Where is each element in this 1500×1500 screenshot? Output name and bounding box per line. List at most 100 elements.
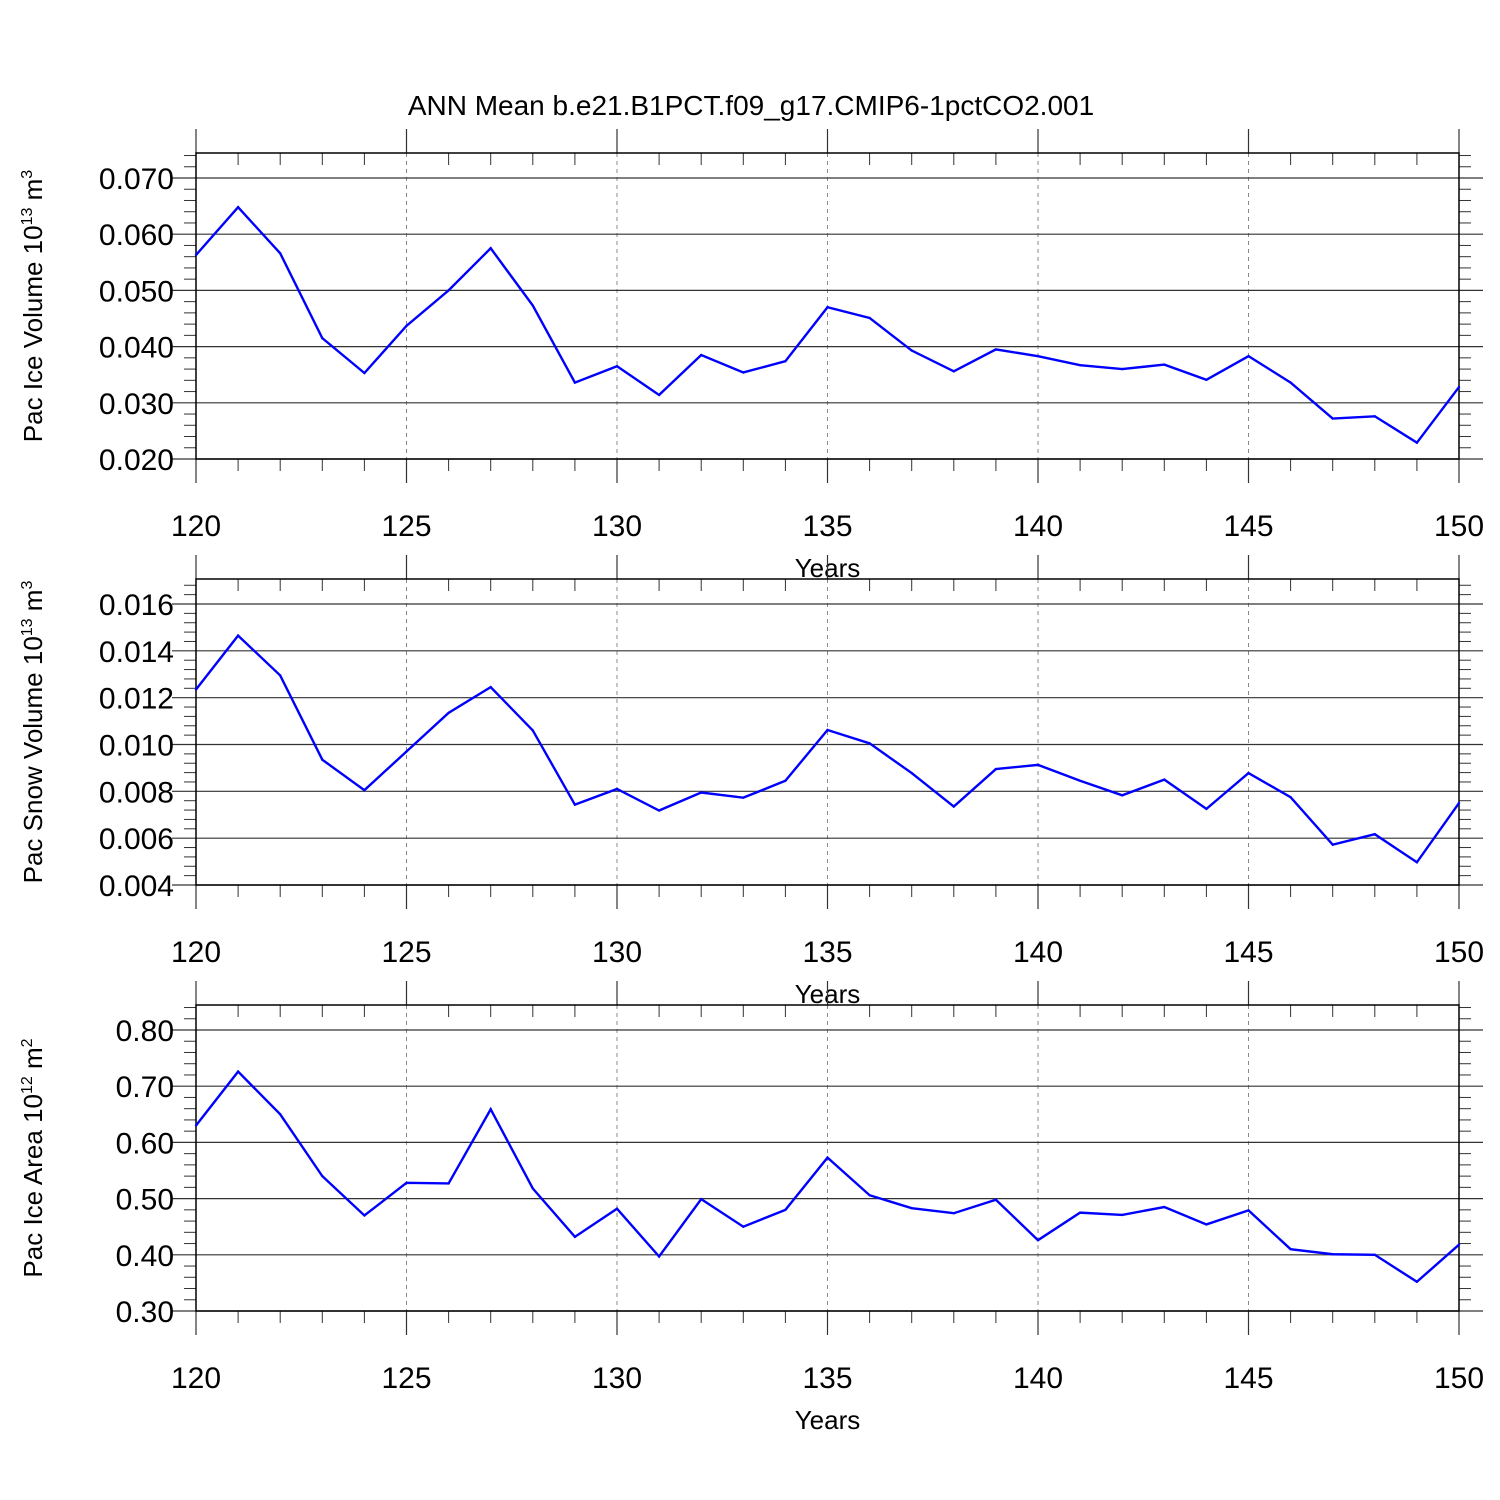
data-point xyxy=(1247,1209,1250,1212)
data-point xyxy=(194,253,198,257)
data-point xyxy=(994,348,998,351)
x-tick-label: 120 xyxy=(171,936,221,969)
data-point xyxy=(1205,807,1208,811)
x-tick-label: 150 xyxy=(1434,1362,1484,1395)
y-tick-label: 0.60 xyxy=(116,1127,174,1160)
data-point xyxy=(489,247,492,250)
x-axis-label: Years xyxy=(795,1405,861,1435)
data-point xyxy=(489,1108,492,1111)
x-tick-label: 150 xyxy=(1434,936,1484,969)
data-point xyxy=(784,779,787,782)
data-point xyxy=(742,371,745,374)
y-axis-label-base: Pac Ice Volume 10 xyxy=(18,225,48,442)
data-point xyxy=(236,1070,240,1073)
data-point xyxy=(1036,354,1040,358)
data-point xyxy=(910,349,913,352)
data-point xyxy=(321,1174,324,1178)
x-tick-label: 140 xyxy=(1013,1362,1063,1395)
y-axis-label-exponent: 13 xyxy=(19,618,36,636)
data-point xyxy=(447,289,450,292)
x-tick-label: 125 xyxy=(381,510,431,543)
y-tick-label: 0.020 xyxy=(99,444,174,477)
x-tick-label: 140 xyxy=(1013,510,1063,543)
x-tick-label: 125 xyxy=(381,1362,431,1395)
data-point xyxy=(321,336,324,340)
data-point xyxy=(826,1156,829,1159)
data-point xyxy=(321,758,324,761)
data-point xyxy=(573,1235,577,1239)
panel-snow-volume: 0.004 0.006 0.008 0.010 0.012 0.014 0.016 120 12… xyxy=(18,555,1484,1009)
data-point xyxy=(657,809,661,812)
data-point xyxy=(573,381,577,384)
data-point xyxy=(952,1212,955,1215)
x-tick-label: 120 xyxy=(171,510,221,543)
y-axis-label: Pac Snow Volume 1013 m3 xyxy=(18,581,48,884)
data-point xyxy=(826,306,829,309)
data-point xyxy=(1331,843,1334,846)
x-tick-label: 135 xyxy=(802,510,852,543)
y-axis-label-unit-exponent: 2 xyxy=(19,1038,36,1047)
y-tick-label: 0.040 xyxy=(99,332,174,365)
data-point xyxy=(363,788,366,792)
y-axis-label-unit: m xyxy=(18,1047,48,1076)
data-point xyxy=(1457,801,1461,805)
data-point xyxy=(1163,363,1166,366)
data-point xyxy=(236,634,240,637)
data-point xyxy=(1247,354,1250,358)
x-tick-label: 145 xyxy=(1223,936,1273,969)
y-tick-label: 0.050 xyxy=(99,275,174,308)
y-tick-label: 0.060 xyxy=(99,219,174,252)
y-tick-label: 0.016 xyxy=(99,589,174,622)
y-axis-label-unit: m xyxy=(18,179,48,208)
data-point xyxy=(1373,1253,1377,1257)
y-tick-label: 0.070 xyxy=(99,163,174,196)
y-axis-label-exponent: 12 xyxy=(19,1076,36,1094)
y-tick-label: 0.012 xyxy=(99,683,174,716)
data-point xyxy=(1373,832,1377,836)
panel-ice-volume: 0.020 0.030 0.040 0.050 0.060 0.070 120 125 130 1… xyxy=(18,129,1484,583)
data-point xyxy=(910,771,913,775)
data-point xyxy=(279,252,282,255)
data-point xyxy=(1078,1211,1082,1214)
data-point xyxy=(700,791,703,794)
x-tick-label: 135 xyxy=(802,1362,852,1395)
data-point xyxy=(236,206,240,209)
data-point xyxy=(1457,1243,1461,1246)
data-point xyxy=(1205,1223,1208,1226)
data-point xyxy=(868,742,871,745)
data-point xyxy=(1121,367,1124,371)
data-point xyxy=(1036,1238,1040,1242)
data-point xyxy=(657,393,661,397)
data-point xyxy=(615,1207,619,1210)
x-tick-label: 125 xyxy=(381,936,431,969)
panels: 0.020 0.030 0.040 0.050 0.060 0.070 120 125 130 1… xyxy=(18,129,1484,1435)
data-point xyxy=(194,1124,198,1127)
y-tick-label: 0.030 xyxy=(99,388,174,421)
data-point xyxy=(1415,441,1419,444)
data-point xyxy=(657,1255,661,1258)
data-point xyxy=(447,711,450,715)
y-axis-label-unit-exponent: 3 xyxy=(19,170,36,179)
y-tick-label: 0.50 xyxy=(116,1184,174,1217)
y-tick-label: 0.010 xyxy=(99,730,174,763)
plot-frame xyxy=(195,1004,1460,1312)
data-point xyxy=(1331,1253,1334,1256)
y-tick-label: 0.004 xyxy=(99,870,174,903)
data-point xyxy=(700,1197,703,1201)
data-point xyxy=(952,805,955,808)
data-point xyxy=(1415,861,1419,864)
data-point xyxy=(363,371,366,375)
data-point xyxy=(826,728,829,732)
plot-frame xyxy=(195,152,1460,460)
data-point xyxy=(700,353,703,357)
data-point xyxy=(1247,771,1250,775)
y-axis-label: Pac Ice Volume 1013 m3 xyxy=(18,170,48,443)
data-point xyxy=(952,370,955,373)
figure-title: ANN Mean b.e21.B1PCT.f09_g17.CMIP6-1pctC… xyxy=(408,90,1094,121)
x-tick-label: 130 xyxy=(592,510,642,543)
panel-ice-area: 0.30 0.40 0.50 0.60 0.70 0.80 120 125 130 135 140 1… xyxy=(18,981,1484,1435)
y-tick-label: 0.70 xyxy=(116,1071,174,1104)
data-point xyxy=(994,767,998,771)
data-point xyxy=(1205,378,1208,381)
